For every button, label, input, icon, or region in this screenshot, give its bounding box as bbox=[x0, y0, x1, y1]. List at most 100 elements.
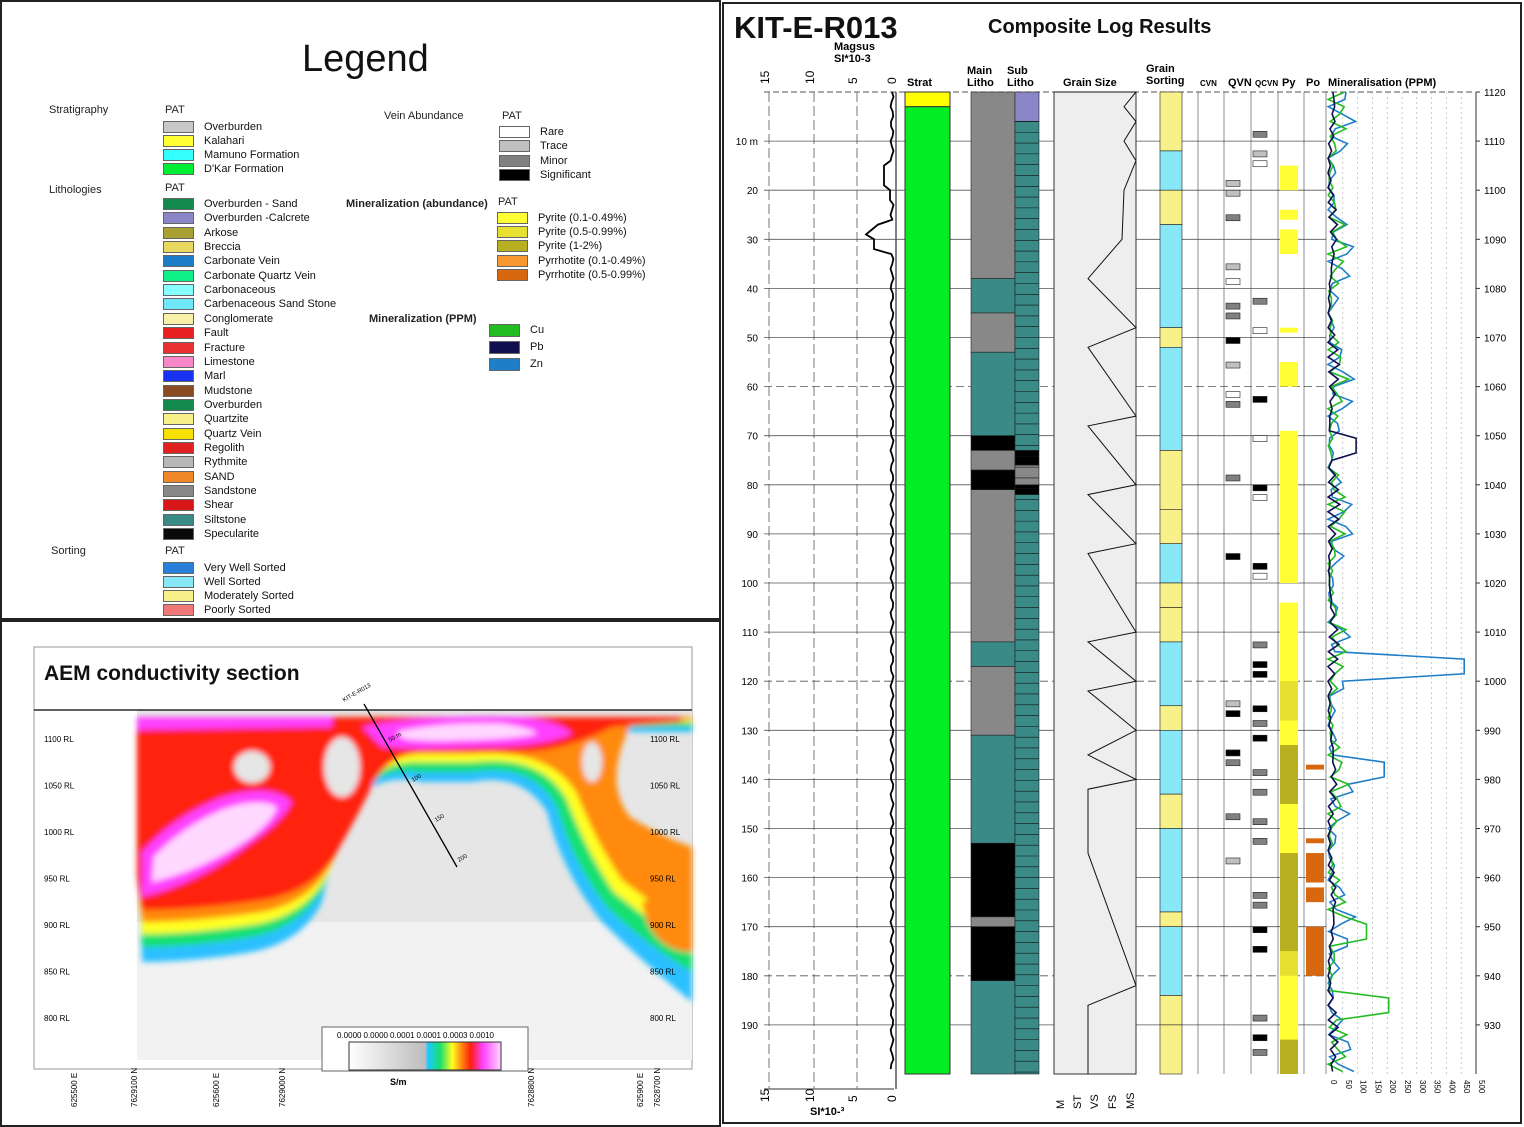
lithology-swatch bbox=[163, 413, 194, 426]
magsus-tick-bottom: 5 bbox=[846, 1095, 860, 1102]
rl-tick-label: 1050 bbox=[1484, 432, 1507, 443]
ppm-tick-label: 150 bbox=[1373, 1080, 1382, 1094]
aem-colorbar-value: 0.0000 bbox=[364, 1031, 389, 1040]
aem-easting-label: 7629100 N bbox=[130, 1068, 139, 1107]
lithology-swatch bbox=[163, 370, 194, 383]
lithology-label: Siltstone bbox=[204, 513, 247, 526]
lithology-swatch bbox=[163, 327, 194, 340]
lithologies-pat: PAT bbox=[165, 182, 185, 194]
lithology-label: Regolith bbox=[204, 441, 245, 454]
vein-abundance-label: Minor bbox=[540, 154, 568, 167]
composite-log-plot: Magsus SI*10-3 Strat Main Litho Sub Litho Grain… bbox=[736, 41, 1507, 1118]
lithology-label: Breccia bbox=[204, 241, 241, 254]
aem-rl-label: 950 RL bbox=[44, 875, 70, 884]
ppm-tick-label: 350 bbox=[1433, 1080, 1442, 1094]
lithology-label: Quartz Vein bbox=[204, 427, 262, 440]
vein-interval bbox=[1252, 327, 1268, 334]
grain-size-tick: FS bbox=[1107, 1095, 1119, 1109]
vein-abundance-label: Rare bbox=[540, 126, 564, 138]
magsus-axis-label: SI*10-³ bbox=[810, 1106, 845, 1118]
py-interval bbox=[1280, 853, 1298, 952]
aem-easting-label: 625500 E bbox=[70, 1073, 79, 1107]
lithology-label: Arkose bbox=[204, 226, 239, 239]
stratigraphy-swatch bbox=[163, 135, 194, 147]
sorting-swatch bbox=[163, 604, 194, 616]
magsus-tick-top: 15 bbox=[758, 70, 772, 84]
ppm-tick-label: 300 bbox=[1418, 1080, 1427, 1094]
vein-interval bbox=[1252, 572, 1268, 580]
aem-easting-labels: 625500 E 7629100 N 625600 E 7629000 N 762880… bbox=[70, 1068, 662, 1107]
mineralization-abundance-swatch bbox=[497, 240, 528, 253]
py-interval bbox=[1280, 362, 1298, 387]
lithology-label: Carbenaceous Sand Stone bbox=[204, 298, 337, 311]
vein-interval bbox=[1252, 435, 1268, 443]
vein-interval bbox=[1252, 892, 1268, 899]
aem-panel: KIT-E-R013 50 m 100 150 200 1100 RL 1050 RL 1… bbox=[0, 620, 721, 1127]
magsus-header: Magsus SI*10-3 bbox=[834, 41, 875, 65]
stratigraphy-heading: Stratigraphy bbox=[49, 104, 109, 116]
vein-interval bbox=[1252, 641, 1268, 649]
aem-colorbar bbox=[348, 1041, 502, 1071]
aem-rl-label: 1050 RL bbox=[650, 782, 681, 791]
aem-easting-label: 625900 E bbox=[636, 1073, 645, 1107]
aem-drillhole-tick: 100 bbox=[411, 773, 423, 784]
vein-interval bbox=[1252, 788, 1268, 796]
rl-tick-label: 1060 bbox=[1484, 383, 1507, 394]
mineralization-ppm-label: Cu bbox=[530, 324, 545, 336]
grain-sorting-interval bbox=[1159, 189, 1183, 225]
vein-interval bbox=[1252, 1034, 1268, 1042]
stratigraphy-swatch bbox=[163, 149, 194, 161]
vein-interval bbox=[1225, 278, 1241, 285]
py-interval bbox=[1280, 209, 1298, 220]
rl-tick-label: 1020 bbox=[1484, 579, 1507, 590]
po-interval bbox=[1306, 764, 1324, 770]
strat-kalahari bbox=[904, 91, 951, 108]
mineralization-abundance-label: Pyrite (1-2%) bbox=[538, 240, 603, 253]
vein-interval bbox=[1225, 189, 1241, 197]
depth-tick-label: 80 bbox=[747, 481, 759, 492]
lithology-swatch bbox=[163, 212, 194, 225]
vein-abundance-swatch bbox=[499, 140, 530, 153]
lithology-swatch bbox=[163, 255, 194, 268]
mineralization-abundance-swatch bbox=[497, 212, 528, 224]
grain-sorting-interval bbox=[1159, 926, 1183, 996]
vein-interval bbox=[1225, 710, 1241, 717]
aem-rl-labels-left: 1100 RL 1050 RL 1000 RL 950 RL 900 RL 850 RL 8… bbox=[44, 735, 75, 1023]
depth-tick-label: 60 bbox=[747, 383, 759, 394]
aem-colorbar-value: 0.0001 bbox=[417, 1031, 442, 1040]
aem-title: AEM conductivity section bbox=[44, 662, 300, 685]
main-litho-interval bbox=[970, 641, 1016, 667]
magsus-tick-bottom: 10 bbox=[803, 1088, 817, 1102]
mineralisation-header: Mineralisation (PPM) bbox=[1328, 77, 1437, 89]
rl-tick-label: 970 bbox=[1484, 825, 1501, 836]
mineralization-abundance-heading: Mineralization (abundance) bbox=[346, 198, 488, 210]
vein-interval bbox=[1225, 263, 1241, 271]
stratigraphy-pat: PAT bbox=[165, 104, 185, 116]
vein-interval bbox=[1225, 302, 1241, 310]
po-header: Po bbox=[1306, 77, 1320, 89]
lithology-label: Quartzite bbox=[204, 413, 249, 426]
depth-tick-label: 30 bbox=[747, 235, 759, 246]
grain-sorting-interval bbox=[1159, 793, 1183, 829]
stratigraphy-swatch bbox=[163, 121, 194, 133]
grain-sorting-interval bbox=[1159, 911, 1183, 927]
depth-tick-label: 110 bbox=[742, 628, 758, 639]
rl-tick-label: 990 bbox=[1484, 726, 1501, 737]
aem-easting-label: 625600 E bbox=[212, 1073, 221, 1107]
grain-size-tick: M bbox=[1055, 1100, 1067, 1109]
aem-rl-label: 950 RL bbox=[650, 875, 676, 884]
depth-tick-label: 10 m bbox=[736, 137, 758, 148]
grain-size-header: Grain Size bbox=[1063, 77, 1117, 89]
vein-interval bbox=[1252, 160, 1268, 168]
main-litho-interval bbox=[970, 312, 1016, 353]
vein-interval bbox=[1252, 838, 1268, 845]
depth-tick-label: 150 bbox=[741, 825, 758, 836]
log-subtitle: Composite Log Results bbox=[988, 16, 1212, 38]
py-interval bbox=[1280, 951, 1298, 976]
sorting-label: Very Well Sorted bbox=[204, 562, 286, 574]
grain-sorting-interval bbox=[1159, 509, 1183, 545]
grain-sorting-interval bbox=[1159, 347, 1183, 451]
aem-conductivity-bodies bbox=[137, 716, 692, 1002]
lithology-swatch bbox=[163, 398, 194, 411]
magsus-tick-bottom: 15 bbox=[758, 1088, 772, 1102]
